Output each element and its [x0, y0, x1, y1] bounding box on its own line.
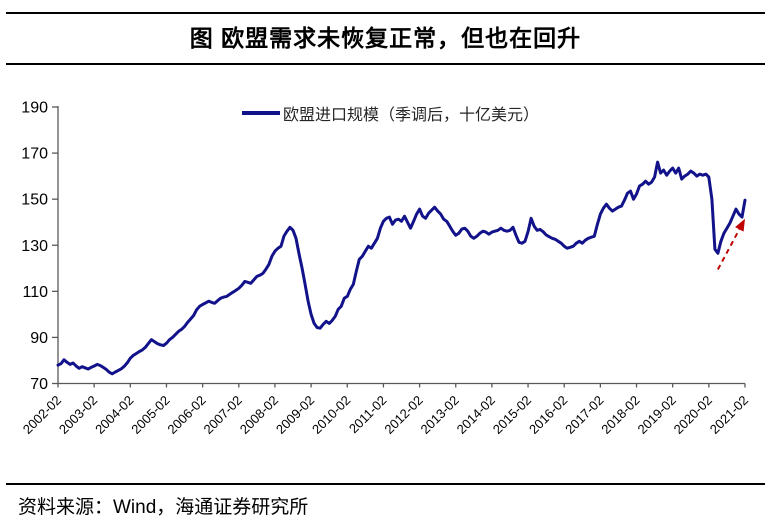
legend-label: 欧盟进口规模（季调后，十亿美元） [283, 107, 540, 124]
x-tick-label: 2016-02 [526, 393, 570, 437]
x-tick-label: 2018-02 [598, 393, 642, 437]
figure-title: 图 欧盟需求未恢复正常，但也在回升 [189, 25, 582, 51]
trend-arrow-head [735, 218, 745, 232]
x-tick-label: 2020-02 [671, 393, 715, 437]
x-tick-label: 2006-02 [164, 393, 208, 437]
y-tick-label: 70 [30, 376, 48, 393]
x-tick-label: 2021-02 [707, 393, 751, 437]
x-tick-label: 2004-02 [92, 393, 136, 437]
x-tick-label: 2011-02 [346, 393, 390, 437]
legend-line-marker [242, 111, 280, 115]
x-tick-label: 2003-02 [56, 393, 100, 437]
footer-rule [6, 483, 765, 485]
x-tick-label: 2009-02 [273, 393, 317, 437]
y-tick-label: 150 [21, 192, 48, 209]
y-tick-label: 170 [21, 146, 48, 163]
source-note: 资料来源：Wind，海通证券研究所 [18, 497, 309, 518]
x-tick-label: 2017-02 [562, 393, 606, 437]
x-tick-label: 2013-02 [418, 393, 462, 437]
y-tick-label: 110 [22, 284, 48, 301]
data-series-line [56, 160, 747, 376]
top-rule [6, 12, 765, 14]
x-tick-label: 2007-02 [201, 393, 245, 437]
x-tick-label: 2002-02 [20, 393, 64, 437]
x-tick-label: 2014-02 [454, 393, 498, 437]
x-tick-label: 2010-02 [309, 393, 353, 437]
y-tick-label: 190 [21, 100, 48, 117]
x-tick-label: 2019-02 [634, 393, 678, 437]
x-tick-label: 2015-02 [490, 393, 534, 437]
x-tick-label: 2005-02 [128, 393, 172, 437]
x-tick-label: 2008-02 [237, 393, 281, 437]
chart-legend: 欧盟进口规模（季调后，十亿美元） [242, 103, 540, 124]
y-tick-label: 90 [30, 330, 48, 347]
y-tick-label: 130 [21, 238, 48, 255]
x-tick-label: 2012-02 [381, 393, 425, 437]
trend-arrow-shaft [716, 228, 741, 270]
title-divider-rule [6, 63, 765, 65]
